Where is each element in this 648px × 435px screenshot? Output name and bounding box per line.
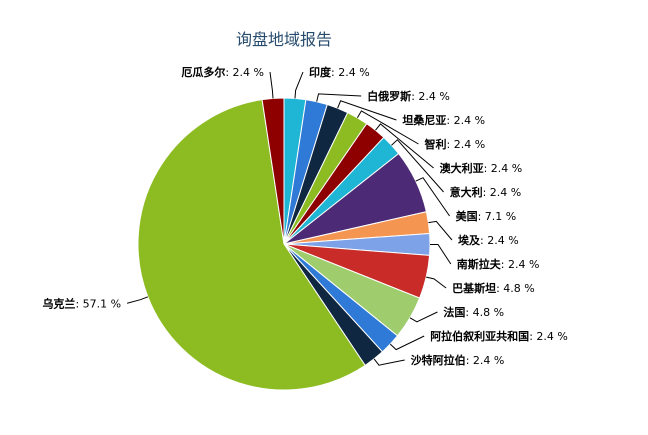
leader-line: [426, 276, 447, 289]
slice-label-value: : 4.8 %: [496, 282, 535, 295]
slice-label-name: 厄瓜多尔: [181, 65, 225, 79]
slice-label-value: : 2.4 %: [447, 138, 486, 151]
slice-label: 法国: 4.8 %: [443, 305, 504, 319]
leader-line: [389, 335, 425, 351]
slice-label: 印度: 2.4 %: [309, 65, 370, 79]
leader-line: [375, 123, 434, 169]
leader-line: [316, 93, 362, 102]
slice-label-name: 意大利: [450, 185, 483, 199]
slice-label-name: 乌克兰: [42, 296, 75, 310]
leader-line: [428, 220, 453, 241]
leader-line: [409, 311, 438, 323]
slice-label: 美国: 7.1 %: [456, 209, 517, 223]
slice-label-name: 白俄罗斯: [367, 89, 411, 103]
pie-slice[interactable]: [261, 97, 285, 245]
slice-label: 沙特阿拉伯: 2.4 %: [411, 353, 505, 367]
slice-label-value: : 2.4 %: [411, 90, 450, 103]
slice-label: 厄瓜多尔: 2.4 %: [181, 65, 264, 79]
slice-label-name: 印度: [309, 65, 332, 79]
slice-label-value: : 2.4 %: [446, 114, 485, 127]
leader-line: [415, 177, 451, 217]
slice-label-value: : 2.4 %: [501, 258, 540, 271]
slice-label-value: : 2.4 %: [483, 186, 522, 199]
slice-label: 意大利: 2.4 %: [450, 185, 522, 199]
slice-label: 澳大利亚: 2.4 %: [440, 161, 523, 175]
slice-label-name: 智利: [425, 137, 447, 151]
slice-label-value: : 2.4 %: [331, 66, 370, 79]
leader-line: [391, 139, 444, 193]
leader-line: [294, 71, 304, 99]
slice-label-name: 沙特阿拉伯: [411, 353, 466, 367]
slice-label-name: 埃及: [458, 233, 481, 247]
leader-line: [269, 71, 274, 99]
slice-label-value: : 2.4 %: [466, 354, 505, 367]
slice-label-name: 法国: [443, 305, 465, 319]
slice-label-value: : 7.1 %: [478, 210, 517, 223]
slice-label-value: : 57.1 %: [75, 297, 121, 310]
slice-label: 智利: 2.4 %: [425, 137, 486, 151]
slice-label-value: : 2.4 %: [529, 330, 568, 343]
slice-label-name: 巴基斯坦: [452, 281, 496, 295]
slice-label-value: : 2.4 %: [480, 234, 519, 247]
slice-label-name: 阿拉伯叙利亚共和国: [430, 329, 529, 343]
leader-line: [337, 100, 397, 121]
slice-label-name: 澳大利亚: [440, 161, 484, 175]
slice-label-name: 坦桑尼亚: [402, 113, 446, 127]
slice-label: 乌克兰: 57.1 %: [42, 296, 121, 310]
leader-line: [430, 244, 452, 265]
slice-label: 巴基斯坦: 4.8 %: [452, 281, 535, 295]
slice-label-value: : 2.4 %: [225, 66, 264, 79]
slice-label: 阿拉伯叙利亚共和国: 2.4 %: [430, 329, 568, 343]
slice-label: 埃及: 2.4 %: [458, 233, 519, 247]
slice-label: 白俄罗斯: 2.4 %: [367, 89, 450, 103]
leader-line: [356, 110, 419, 145]
chart-title: 询盘地域报告: [235, 30, 332, 49]
leader-line: [126, 296, 149, 304]
slice-label-name: 南斯拉夫: [457, 257, 502, 271]
slice-label: 南斯拉夫: 2.4 %: [457, 257, 540, 271]
slice-label: 坦桑尼亚: 2.4 %: [402, 113, 485, 127]
slice-label-name: 美国: [456, 209, 478, 223]
slice-label-value: : 2.4 %: [484, 162, 523, 175]
slice-label-value: : 4.8 %: [465, 306, 504, 319]
leader-line: [373, 358, 405, 366]
